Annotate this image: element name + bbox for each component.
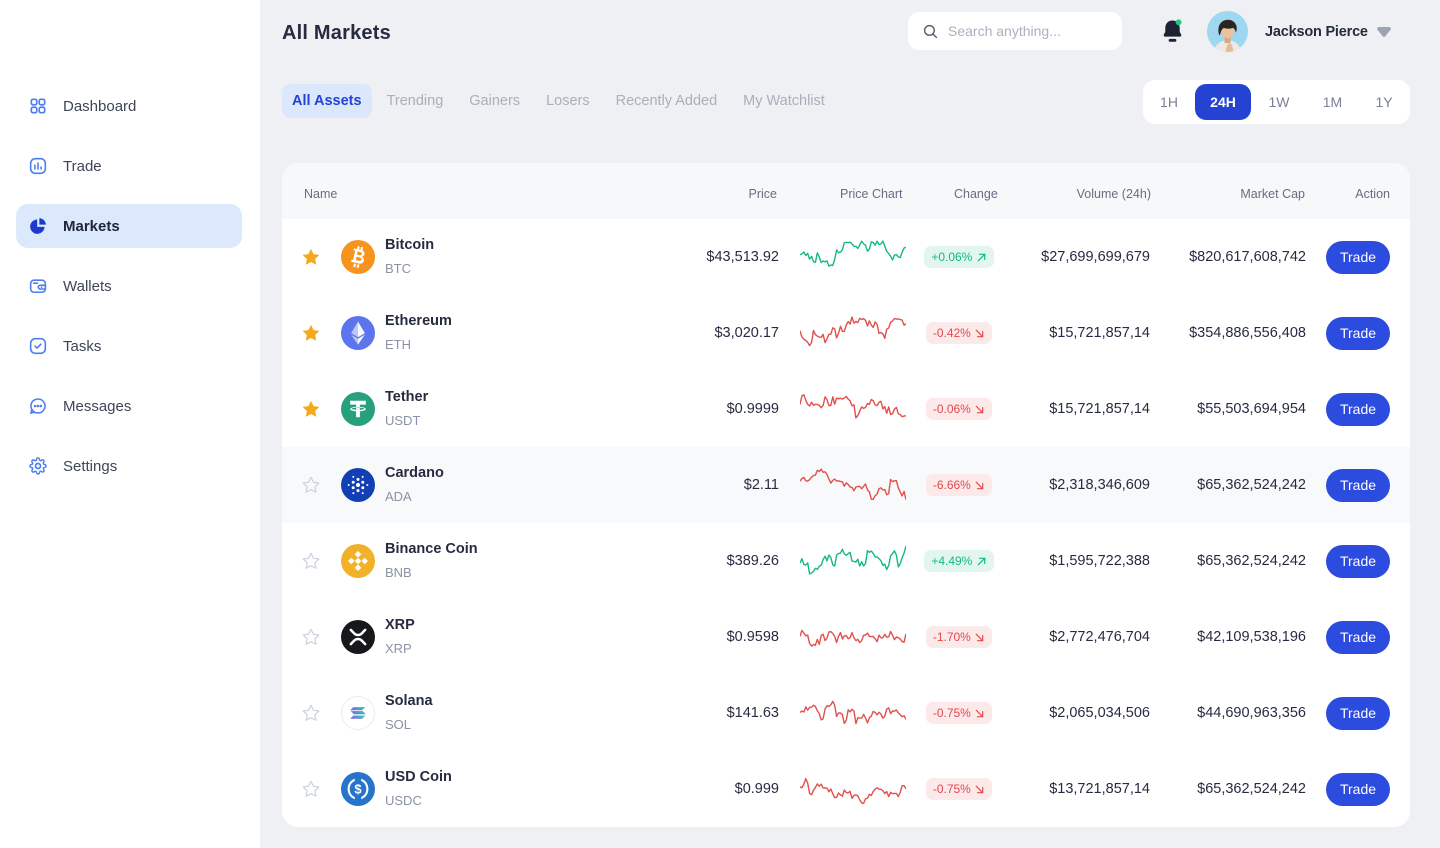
svg-text:$: $ xyxy=(354,782,362,797)
